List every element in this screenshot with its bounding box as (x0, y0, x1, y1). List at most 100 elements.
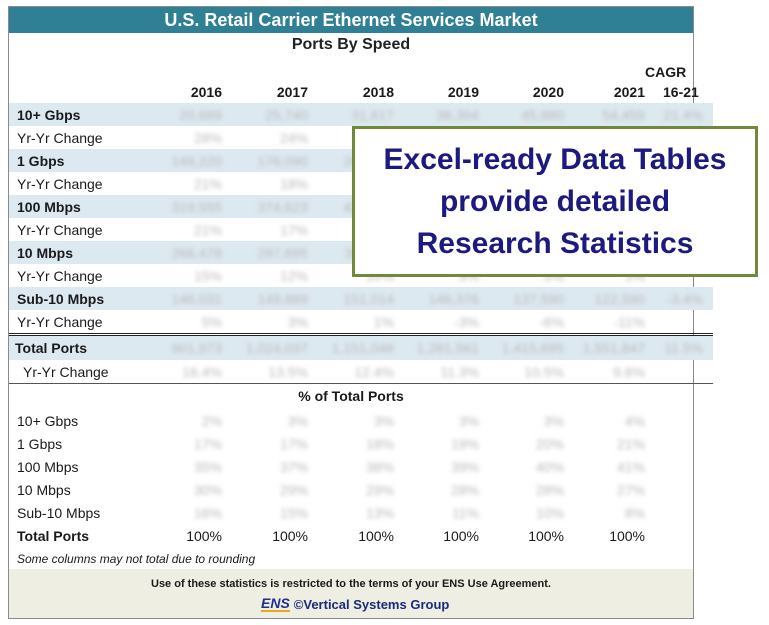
blurred-value: 122,590 (594, 290, 645, 307)
cell-value: -11% (574, 310, 655, 335)
cell-value: 11.3% (404, 360, 489, 384)
blurred-value: 54,459 (602, 106, 645, 123)
cell-value: -3.4% (655, 287, 713, 310)
blurred-value: 38% (365, 458, 394, 475)
cell-value: 27% (574, 478, 655, 501)
row-label: Total Ports (17, 527, 90, 544)
cell-value: 319,555 (139, 195, 232, 218)
blurred-value: 21% (193, 175, 222, 192)
rounding-note: Some columns may not total due to roundi… (17, 552, 256, 566)
cell-value: 100% (272, 527, 308, 544)
blurred-value: 25,740 (265, 106, 308, 123)
row-label: Sub-10 Mbps (9, 287, 139, 310)
cell-value: 3% (318, 409, 404, 432)
blurred-value: 10.5% (524, 363, 564, 380)
blurred-value: 137,590 (513, 290, 564, 307)
blurred-value: -3% (454, 313, 479, 330)
promo-callout: Excel-ready Data Tables provide detailed… (352, 126, 758, 277)
cell-value: 100% (186, 527, 222, 544)
blurred-value: 3% (373, 412, 394, 429)
blurred-value: 4% (624, 412, 645, 429)
blurred-value: 37% (279, 458, 308, 475)
blurred-value: 30% (193, 481, 222, 498)
cell-value: 13.5% (232, 360, 318, 384)
cell-value: 25,740 (232, 103, 318, 126)
year-header: 2017 (276, 84, 308, 100)
blurred-value: 13% (365, 504, 394, 521)
cell-value: 41% (574, 455, 655, 478)
category-row: 10+ Gbps 20,689 25,740 31,617 38,304 45,880 54… (9, 103, 713, 126)
footer: Use of these statistics is restricted to… (9, 569, 693, 618)
blurred-value: 901,973 (171, 340, 222, 356)
cell-value: 11% (404, 501, 489, 524)
cell-value: 10% (489, 501, 574, 524)
blurred-value: 146,376 (428, 290, 479, 307)
cell-value: 35% (139, 455, 232, 478)
blurred-value: 176,090 (257, 152, 308, 169)
cell-value: 18% (318, 432, 404, 455)
row-label: Yr-Yr Change (17, 129, 103, 146)
blurred-value: 18% (365, 435, 394, 452)
row-label: Yr-Yr Change (17, 221, 103, 238)
cell-value: 149,889 (232, 287, 318, 310)
cell-value: 4% (574, 409, 655, 432)
blurred-value: -3.4% (666, 290, 703, 307)
report-subtitle: Ports By Speed (291, 36, 411, 53)
blurred-value: 17% (193, 435, 222, 452)
brand-text: ©Vertical Systems Group (293, 596, 450, 612)
ens-logo: ENS (261, 595, 290, 612)
total-ports-row: Total Ports 901,973 1,024,037 1,151,048 1,28… (9, 333, 713, 360)
cell-value: 149,220 (139, 149, 232, 172)
cell-value: 40% (489, 455, 574, 478)
cell-value: 12.4% (318, 360, 404, 384)
blurred-value: 31,617 (351, 106, 394, 123)
blurred-value: 2% (201, 412, 222, 429)
blurred-value: 146,031 (171, 290, 222, 307)
cell-value: 29% (318, 478, 404, 501)
blurred-value: 11.3% (440, 363, 479, 380)
blurred-value: 41% (616, 458, 645, 475)
blurred-value: 11.5% (664, 340, 703, 356)
year-header: 2019 (447, 84, 479, 100)
percent-row: 1 Gbps 17% 17% 18% 19% 20% 21% (9, 432, 713, 455)
callout-line-2: provide detailed (439, 184, 671, 218)
cell-value: 100% (358, 527, 394, 544)
cell-value (655, 360, 713, 384)
blurred-value: -6% (539, 313, 564, 330)
blurred-value: 38,304 (436, 106, 479, 123)
cell-value: 11.5% (655, 333, 713, 360)
cell-value: 122,590 (574, 287, 655, 310)
cell-value: 100% (609, 527, 645, 544)
cell-value: 18% (232, 172, 318, 195)
percent-total-row: Total Ports 100% 100% 100% 100% 100% 100% (9, 524, 713, 547)
percent-row: Sub-10 Mbps 16% 15% 13% 11% 10% 8% (9, 501, 713, 524)
cell-value: 29% (232, 478, 318, 501)
blurred-value: 297,695 (257, 244, 308, 261)
cell-value: 9.6% (574, 360, 655, 384)
callout-line-1: Excel-ready Data Tables (383, 142, 727, 176)
cell-value: 8% (574, 501, 655, 524)
row-label: 10+ Gbps (17, 412, 79, 429)
row-label: Yr-Yr Change (9, 360, 139, 384)
blurred-value: 24% (279, 129, 308, 146)
row-label: Yr-Yr Change (17, 175, 103, 192)
blurred-value: 266,478 (171, 244, 222, 261)
blurred-value: 39% (450, 458, 479, 475)
cell-value: 13% (318, 501, 404, 524)
cell-value: 297,695 (232, 241, 318, 264)
cell-value: 1% (318, 310, 404, 335)
cell-value: 15% (139, 264, 232, 287)
cell-value: 100% (443, 527, 479, 544)
cell-value: 16.4% (139, 360, 232, 384)
column-header-row: 2016 2017 2018 2019 2020 2021 16-21 (9, 81, 713, 103)
blurred-value: 28% (535, 481, 564, 498)
cagr-header-line2: 16-21 (663, 84, 699, 100)
percent-table-title: % of Total Ports (298, 388, 404, 404)
blurred-value: 28% (450, 481, 479, 498)
blurred-value: 1,151,048 (331, 340, 394, 356)
cagr-header-line1: CAGR (645, 64, 687, 80)
cell-value: 374,623 (232, 195, 318, 218)
row-label: 10+ Gbps (9, 103, 139, 126)
cell-value: 12% (232, 264, 318, 287)
cell-value: 24% (232, 126, 318, 149)
